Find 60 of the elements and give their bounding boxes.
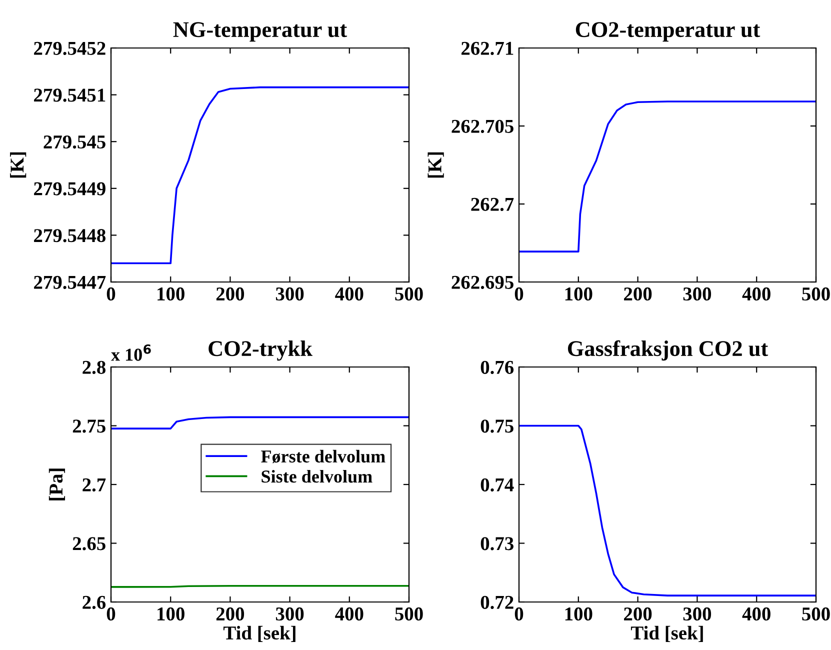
y-tick-label: 262.71 <box>461 42 514 56</box>
x-tick-label: 0 <box>514 607 524 621</box>
line-series <box>111 416 409 430</box>
y-tick-label: 262.705 <box>452 120 514 134</box>
y-tick-label: 279.5449 <box>34 182 106 196</box>
y-tick-label: 0.72 <box>480 596 514 610</box>
x-axis-title: Tid [sek] <box>223 626 296 642</box>
x-tick-label: 400 <box>742 287 770 301</box>
x-tick-label: 200 <box>216 607 244 621</box>
x-tick-label: 500 <box>802 287 830 301</box>
y-tick-label: 0.75 <box>480 420 514 433</box>
y-tick-label: 0.76 <box>480 360 514 374</box>
x-tick-label: 400 <box>335 287 364 301</box>
y-tick-label: 279.545 <box>44 135 106 149</box>
y-axis-title: [K] <box>10 152 26 178</box>
x-tick-label: 500 <box>395 607 423 621</box>
line-series <box>519 424 816 596</box>
x-tick-label: 200 <box>624 287 652 301</box>
x-tick-label: 300 <box>276 287 304 301</box>
y-tick-label: 262.7 <box>471 198 514 212</box>
x-tick-label: 500 <box>395 287 423 301</box>
chart-title: CO2-temperatur ut <box>576 22 760 42</box>
x-tick-label: 100 <box>158 607 184 621</box>
x-tick-label: 200 <box>216 287 244 301</box>
y-tick-label: 0.74 <box>480 478 514 492</box>
x-tick-label: 300 <box>276 607 304 621</box>
x-axis-title: Tid [sek] <box>630 626 703 642</box>
chart-title: CO2-trykk <box>208 340 312 361</box>
chart-title: NG-temperatur ut <box>173 22 348 42</box>
y-tick-label: 2.7 <box>82 478 106 492</box>
x-tick-label: 0 <box>106 287 116 301</box>
x-tick-label: 400 <box>335 607 364 621</box>
x-tick-label: 100 <box>565 607 592 621</box>
y-axis-title: [K] <box>428 152 444 178</box>
legend-label: Siste delvolum <box>262 470 372 483</box>
y-tick-label: 2.75 <box>72 420 106 433</box>
y-tick-label: 2.65 <box>72 537 106 550</box>
x-tick-label: 300 <box>683 287 712 301</box>
text: x 10$^{6}$ <box>111 344 151 361</box>
y-axis-title: [Pa] <box>48 468 66 500</box>
line-series <box>519 100 816 252</box>
x-tick-label: 400 <box>742 607 770 621</box>
x-tick-label: 200 <box>624 607 652 621</box>
y-tick-label: 2.6 <box>82 596 106 610</box>
y-tick-label: 279.5447 <box>34 276 106 290</box>
y-tick-label: 0.73 <box>480 537 514 550</box>
chart-title: Gassfraksjon CO2 ut <box>568 340 768 361</box>
x-tick-label: 100 <box>565 287 592 301</box>
y-tick-label: 279.5448 <box>34 229 106 242</box>
legend-label: Første delvolum <box>261 450 386 464</box>
line-series <box>111 86 409 264</box>
y-tick-label: 262.695 <box>452 276 514 290</box>
y-tick-label: 2.8 <box>82 360 106 374</box>
x-tick-label: 0 <box>514 287 524 301</box>
x-tick-label: 300 <box>683 607 712 621</box>
y-tick-label: 279.5451 <box>34 88 106 102</box>
x-tick-label: 100 <box>158 287 184 301</box>
x-tick-label: 0 <box>106 607 116 621</box>
x-tick-label: 500 <box>802 607 830 621</box>
y-tick-label: 279.5452 <box>34 42 106 56</box>
